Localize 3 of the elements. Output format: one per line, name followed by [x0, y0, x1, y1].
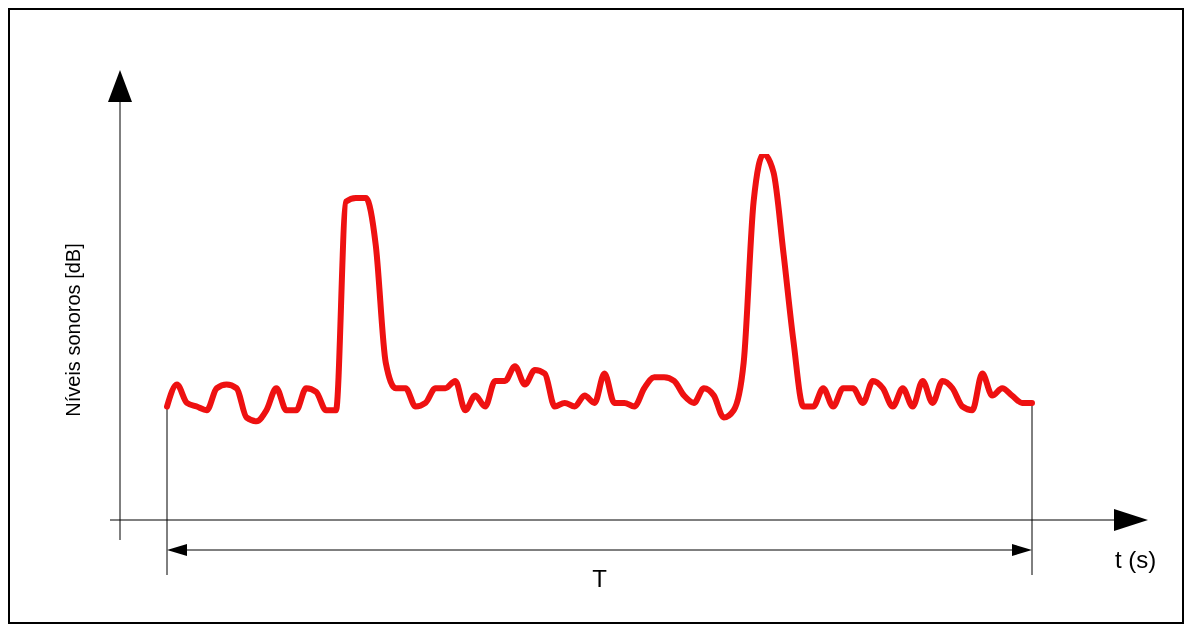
text: T [592, 565, 608, 592]
y-axis-title: Níveis sonoros [dB] [62, 243, 84, 417]
x-axis-title: t (s) [1115, 546, 1157, 573]
